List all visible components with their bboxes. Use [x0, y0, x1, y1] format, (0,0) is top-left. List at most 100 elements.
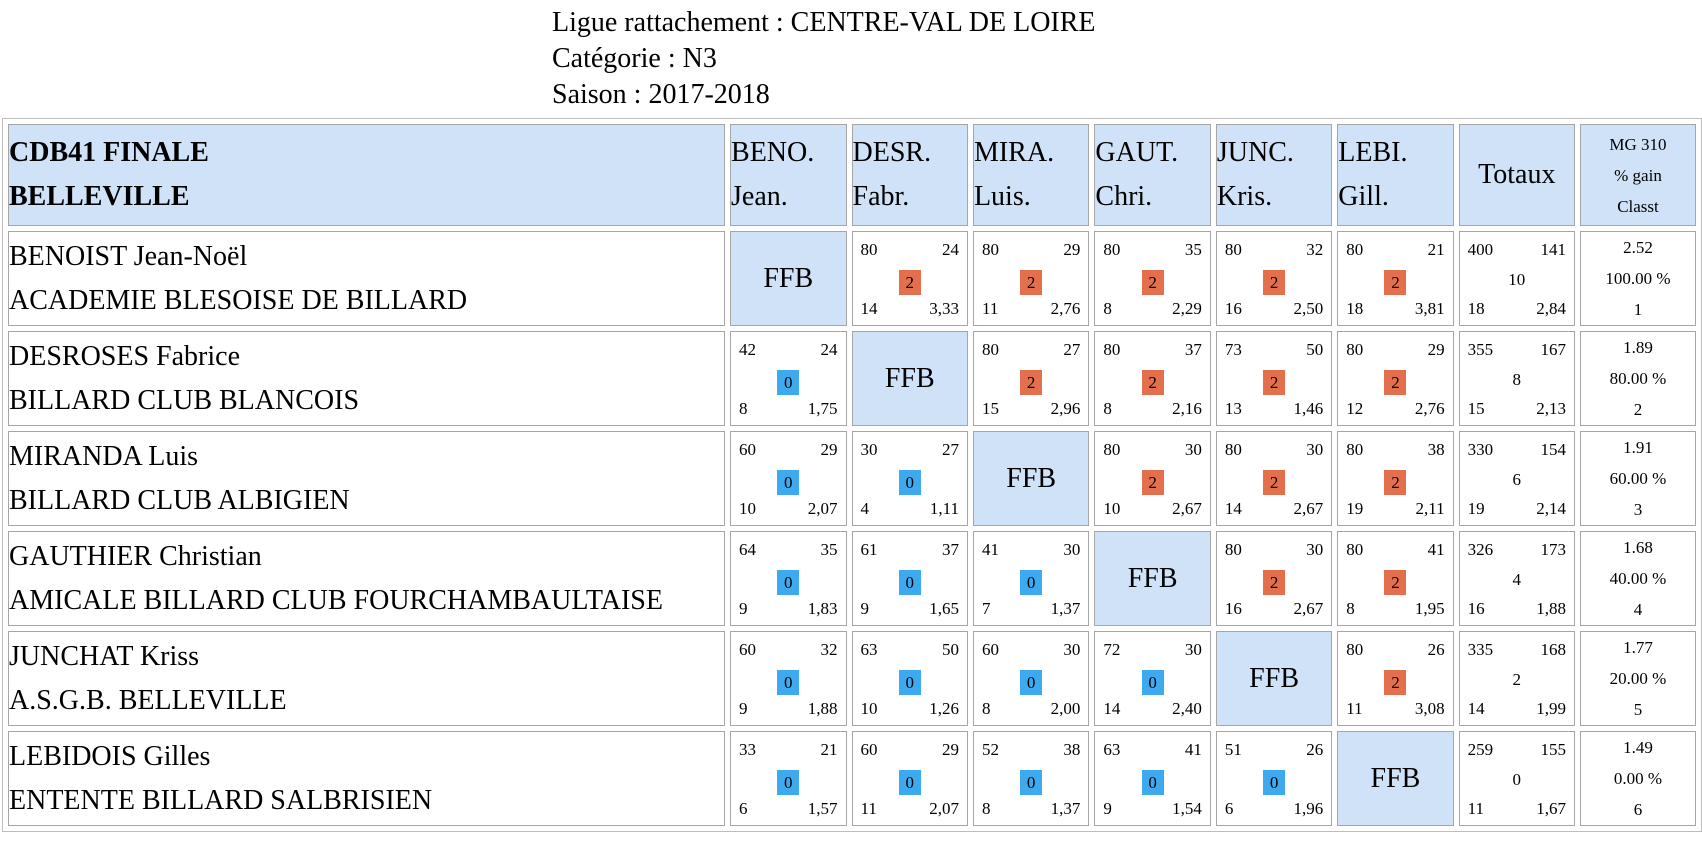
match-moyenne: 1,96	[1293, 799, 1324, 818]
match-result-cell: 80 29 2 11 2,76	[972, 231, 1090, 326]
column-header: BENO. Jean.	[730, 124, 847, 226]
match-serie: 11	[860, 799, 877, 818]
results-table: CDB41 FINALE BELLEVILLE BENO. Jean. DESR.…	[2, 118, 1702, 832]
match-result-cell: 80 41 2 8 1,95	[1337, 531, 1454, 626]
header-row: CDB41 FINALE BELLEVILLE BENO. Jean. DESR.…	[8, 124, 1696, 226]
table-row: DESROSES Fabrice BILLARD CLUB BLANCOIS 42 2…	[8, 331, 1696, 426]
match-points: 80	[1224, 440, 1242, 459]
match-points: 80	[1224, 540, 1242, 559]
total-pts: 6	[1512, 470, 1522, 489]
match-reprises: 29	[820, 440, 838, 459]
match-pts-badge: 0	[777, 570, 800, 595]
match-moyenne: 1,75	[807, 399, 838, 418]
match-result-cell: 30 27 0 4 1,11	[851, 431, 968, 526]
total-points: 400	[1467, 240, 1494, 259]
ffb-cell: FFB	[1215, 631, 1333, 726]
mg-value: 1.49	[1623, 738, 1653, 757]
match-pts-badge: 0	[777, 370, 800, 395]
match-points: 52	[981, 740, 999, 759]
total-moyenne: 1,67	[1536, 799, 1566, 818]
mg-value: 1.68	[1623, 538, 1653, 557]
total-points: 326	[1467, 540, 1494, 559]
player-cell: DESROSES Fabrice BILLARD CLUB BLANCOIS	[8, 331, 726, 426]
match-points: 33	[739, 740, 757, 759]
column-header-first: Luis.	[973, 181, 1031, 212]
match-moyenne: 2,50	[1293, 299, 1324, 318]
total-serie: 19	[1467, 499, 1485, 518]
total-pts: 2	[1512, 670, 1522, 689]
match-reprises: 27	[941, 440, 959, 459]
match-result-cell: 60 30 0 8 2,00	[972, 631, 1090, 726]
table-row: JUNCHAT Kriss A.S.G.B. BELLEVILLE 60 32 0 9 1,…	[8, 631, 1696, 726]
match-pts-badge: 2	[1141, 270, 1164, 295]
match-moyenne: 2,76	[1050, 299, 1081, 318]
match-moyenne: 2,29	[1172, 299, 1202, 318]
match-reprises: 24	[820, 340, 838, 359]
match-result-cell: 61 37 0 9 1,65	[851, 531, 968, 626]
match-points: 64	[739, 540, 757, 559]
match-serie: 4	[860, 499, 870, 518]
match-serie: 9	[1103, 799, 1112, 818]
player-name: MIRANDA Luis	[9, 440, 199, 472]
match-points: 80	[1103, 340, 1121, 359]
match-reprises: 50	[1306, 340, 1324, 359]
player-cell: BENOIST Jean-Noël ACADEMIE BLESOISE DE BI…	[8, 231, 726, 326]
classt-value: 5	[1633, 700, 1643, 719]
table-row: BENOIST Jean-Noël ACADEMIE BLESOISE DE BI…	[8, 231, 1696, 326]
match-points: 80	[1346, 540, 1364, 559]
match-reprises: 32	[820, 640, 838, 659]
competition-title: CDB41 FINALE BELLEVILLE	[8, 124, 726, 226]
match-serie: 11	[981, 299, 999, 318]
match-result-cell: 51 26 0 6 1,96	[1215, 731, 1333, 826]
match-moyenne: 2,16	[1172, 399, 1202, 418]
match-moyenne: 2,07	[929, 799, 959, 818]
match-serie: 9	[860, 599, 870, 618]
match-serie: 19	[1346, 499, 1364, 518]
match-pts-badge: 2	[1384, 670, 1407, 695]
classt-value: 6	[1633, 800, 1643, 819]
total-pts: 0	[1512, 770, 1522, 789]
match-points: 42	[739, 340, 757, 359]
match-serie: 14	[860, 299, 878, 318]
match-points: 41	[981, 540, 999, 559]
total-serie: 18	[1467, 299, 1485, 318]
gain-value: 0.00 %	[1613, 769, 1663, 788]
ligue-line: Ligue rattachement : CENTRE-VAL DE LOIRE	[552, 7, 1096, 38]
player-club: AMICALE BILLARD CLUB FOURCHAMBAULTAISE	[9, 584, 663, 616]
totals-cell: 259 155 0 11 1,67	[1458, 731, 1575, 826]
match-points: 80	[1103, 240, 1121, 259]
match-moyenne: 1,88	[807, 699, 838, 718]
column-header: JUNC. Kris.	[1215, 124, 1333, 226]
match-points: 61	[860, 540, 878, 559]
match-reprises: 37	[1184, 340, 1202, 359]
match-reprises: 30	[1306, 540, 1324, 559]
match-points: 73	[1224, 340, 1242, 359]
match-pts-badge: 0	[1141, 770, 1164, 795]
match-moyenne: 2,96	[1050, 399, 1081, 418]
totals-cell: 400 141 10 18 2,84	[1458, 231, 1575, 326]
match-result-cell: 41 30 0 7 1,37	[972, 531, 1090, 626]
match-pts-badge: 2	[1020, 270, 1043, 295]
match-reprises: 41	[1427, 540, 1445, 559]
match-result-cell: 60 29 0 10 2,07	[730, 431, 847, 526]
match-pts-badge: 2	[1384, 370, 1407, 395]
match-moyenne: 2,40	[1172, 699, 1202, 718]
match-points: 80	[1103, 440, 1121, 459]
stats-cell: 2.52 100.00 % 1	[1579, 231, 1696, 326]
player-cell: LEBIDOIS Gilles ENTENTE BILLARD SALBRISIE…	[8, 731, 726, 826]
match-result-cell: 60 32 0 9 1,88	[730, 631, 847, 726]
match-serie: 8	[1103, 399, 1112, 418]
match-pts-badge: 0	[777, 470, 800, 495]
match-pts-badge: 0	[1020, 770, 1043, 795]
total-moyenne: 2,84	[1536, 299, 1566, 318]
player-cell: GAUTHIER Christian AMICALE BILLARD CLUB F…	[8, 531, 726, 626]
match-result-cell: 63 50 0 10 1,26	[851, 631, 968, 726]
match-pts-badge: 2	[1141, 470, 1164, 495]
match-serie: 10	[860, 699, 878, 718]
match-result-cell: 60 29 0 11 2,07	[851, 731, 968, 826]
table-row: GAUTHIER Christian AMICALE BILLARD CLUB F…	[8, 531, 1696, 626]
total-points: 355	[1467, 340, 1494, 359]
total-moyenne: 1,99	[1536, 699, 1566, 718]
total-reprises: 173	[1540, 540, 1566, 559]
match-result-cell: 63 41 0 9 1,54	[1094, 731, 1211, 826]
